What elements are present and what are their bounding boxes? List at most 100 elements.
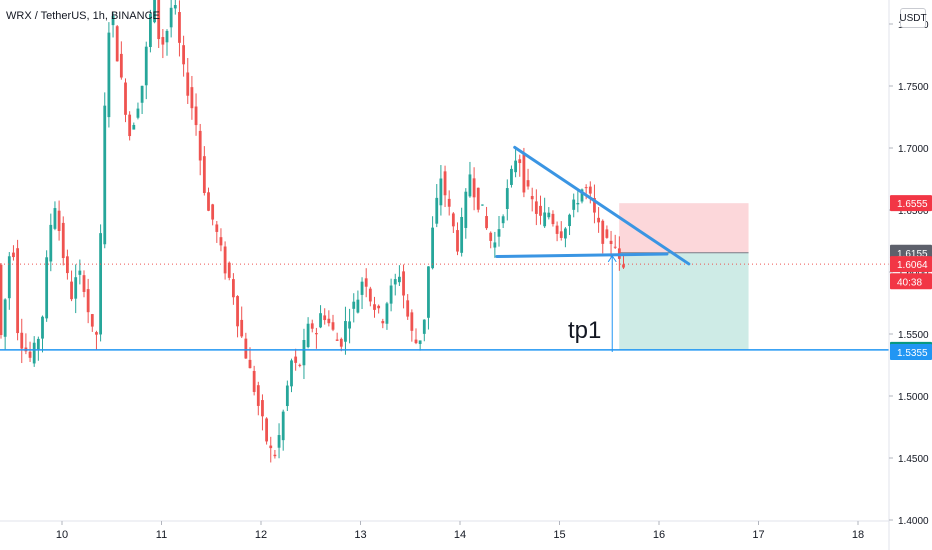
candle-body — [219, 237, 223, 246]
candle-body — [584, 187, 588, 189]
candle-body — [240, 319, 244, 337]
candle-body — [572, 199, 576, 210]
candle-body — [281, 411, 285, 441]
candle-body — [310, 323, 314, 329]
candle-body — [61, 222, 65, 259]
candle-body — [12, 252, 15, 258]
price-label-bg — [890, 273, 932, 290]
candle-body — [207, 192, 210, 211]
candle-body — [393, 279, 397, 285]
candle-body — [489, 232, 493, 241]
candle-body — [352, 301, 356, 309]
candle-body — [493, 242, 497, 248]
candle-body — [236, 296, 239, 327]
candle-body — [568, 214, 571, 227]
candle-body — [481, 204, 484, 206]
candle-body — [331, 322, 335, 330]
candle-body — [7, 256, 11, 299]
candle-body — [451, 213, 455, 227]
candle-body — [66, 256, 69, 274]
trendline — [513, 145, 691, 266]
candle-body — [543, 212, 547, 227]
candle-body — [431, 227, 434, 269]
candle-body — [348, 321, 351, 329]
candle-body — [559, 231, 563, 238]
candle-body — [144, 46, 148, 86]
candle-body — [232, 279, 235, 298]
candle-body — [381, 321, 385, 324]
candle-body — [157, 0, 161, 40]
candle-body — [339, 338, 343, 347]
price-tick-label: 1.6500 — [898, 206, 929, 217]
candle-body — [95, 332, 98, 335]
price-tick-label: 1.4500 — [898, 454, 929, 465]
candle-body — [364, 278, 368, 287]
price-tick-label: 1.5500 — [898, 330, 929, 341]
candle-body — [136, 108, 140, 118]
candle-body — [555, 225, 559, 234]
annotation-tp1: tp1 — [568, 317, 601, 344]
candle-body — [115, 26, 119, 62]
candle-body — [547, 212, 551, 218]
candle-body — [613, 246, 617, 248]
candle-body — [149, 13, 152, 48]
candle-body — [501, 216, 505, 224]
candle-body — [609, 240, 613, 245]
candle-body — [497, 229, 501, 237]
candle-body — [285, 385, 289, 407]
candle-body — [227, 262, 231, 278]
candle-body — [373, 304, 376, 310]
candle-body — [580, 189, 584, 202]
candle-body — [16, 248, 19, 334]
candle-body — [28, 351, 32, 358]
candle-body — [576, 203, 580, 205]
candle-body — [526, 180, 530, 187]
price-tick-label: 1.7000 — [898, 144, 929, 155]
candle-body — [53, 208, 57, 229]
candle-body — [605, 229, 609, 238]
currency-selector[interactable]: USDT — [899, 8, 927, 28]
overlay-lines: tp1 — [0, 145, 889, 352]
candle-body — [539, 205, 542, 216]
candle-body — [356, 299, 360, 313]
price-label: 1.6155 — [897, 249, 928, 260]
candle-body — [86, 289, 90, 313]
candle-body — [402, 271, 405, 296]
candle-body — [551, 213, 555, 225]
stop-loss-zone — [619, 203, 749, 253]
candle-body — [601, 220, 605, 244]
candle-body — [244, 338, 248, 359]
candle-body — [3, 299, 7, 337]
candle-body — [514, 160, 517, 173]
candle-body — [169, 7, 173, 28]
time-tick-label: 17 — [752, 529, 764, 541]
candle-body — [323, 315, 327, 321]
candle-body — [128, 114, 132, 137]
price-label: 1.6064 — [897, 260, 928, 271]
candle-body — [265, 418, 268, 442]
candle-body — [36, 338, 40, 350]
candle-body — [198, 130, 202, 161]
candle-body — [344, 321, 347, 342]
candle-body — [456, 230, 459, 252]
candle-body — [252, 370, 256, 392]
candle-body — [161, 37, 165, 45]
candle-body — [622, 264, 625, 268]
candle-body — [103, 105, 107, 245]
candle-body — [211, 204, 215, 220]
candle-body — [360, 281, 364, 295]
candle-body — [410, 312, 414, 331]
candle-body — [327, 318, 331, 324]
candle-body — [90, 314, 94, 327]
candle-body — [74, 277, 78, 299]
time-tick-label: 12 — [255, 529, 267, 541]
time-tick-label: 13 — [354, 529, 366, 541]
candles — [0, 0, 625, 463]
candle-body — [186, 72, 190, 96]
candle-body — [182, 45, 185, 65]
candle-body — [273, 454, 277, 457]
candle-body — [178, 12, 181, 43]
candle-body — [119, 53, 123, 78]
